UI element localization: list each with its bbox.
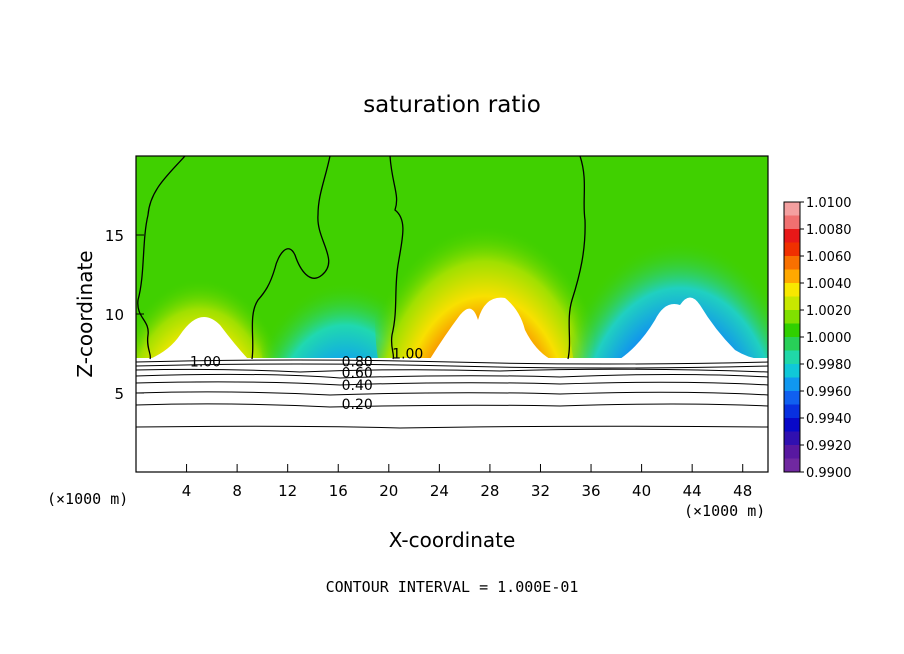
colorbar-swatch bbox=[784, 337, 800, 351]
x-tick-label: 4 bbox=[182, 482, 192, 500]
x-tick-label: 36 bbox=[581, 482, 600, 500]
colorbar-swatch bbox=[784, 418, 800, 432]
colorbar-swatch bbox=[784, 323, 800, 338]
colorbar-label: 1.0100 bbox=[806, 196, 852, 211]
colorbar-label: 0.9920 bbox=[806, 439, 852, 454]
x-tick-label: 8 bbox=[232, 482, 242, 500]
colorbar-swatch bbox=[784, 404, 800, 419]
colorbar-swatch bbox=[784, 202, 800, 216]
colorbar: 1.0100 1.0080 1.0060 1.0040 1.0020 1.0000 0.99… bbox=[783, 196, 852, 481]
colorbar-label: 1.0080 bbox=[806, 223, 852, 238]
colorbar-swatch bbox=[784, 215, 800, 230]
colorbar-swatch bbox=[784, 364, 800, 378]
contour-label: 0.80 bbox=[342, 354, 373, 370]
y-axis-ticks: 5 10 15 bbox=[105, 227, 144, 403]
unsaturated-region-2 bbox=[430, 297, 550, 359]
colorbar-label: 1.0020 bbox=[806, 304, 852, 319]
x-tick-label: 44 bbox=[683, 482, 702, 500]
colorbar-label: 0.9900 bbox=[806, 466, 852, 481]
x-unit-left: (×1000 m) bbox=[47, 490, 128, 508]
lower-layer bbox=[136, 358, 768, 472]
x-tick-label: 24 bbox=[430, 482, 449, 500]
contour-interval-note: CONTOUR INTERVAL = 1.000E-01 bbox=[326, 578, 579, 596]
x-tick-label: 16 bbox=[329, 482, 348, 500]
y-tick-label: 10 bbox=[105, 306, 124, 324]
y-axis-label: Z-coordinate bbox=[73, 250, 97, 377]
x-tick-label: 28 bbox=[480, 482, 499, 500]
colorbar-swatch bbox=[784, 310, 800, 324]
contour-label: 0.60 bbox=[342, 365, 373, 381]
colorbar-swatch bbox=[784, 391, 800, 405]
x-tick-label: 12 bbox=[278, 482, 297, 500]
colorbar-swatch bbox=[784, 377, 800, 392]
colorbar-swatch bbox=[784, 350, 800, 365]
y-tick-label: 15 bbox=[105, 227, 124, 245]
unsaturated-region-1 bbox=[150, 317, 248, 359]
contour-label: 1.00 bbox=[392, 347, 423, 363]
x-axis-ticks: 4 8 12 16 20 24 28 32 36 40 44 48 bbox=[182, 464, 752, 500]
colorbar-label: 1.0060 bbox=[806, 250, 852, 265]
x-tick-label: 48 bbox=[733, 482, 752, 500]
y-tick-label: 5 bbox=[114, 385, 124, 403]
chart-title: saturation ratio bbox=[363, 92, 541, 118]
colorbar-swatch bbox=[784, 269, 800, 284]
x-tick-label: 20 bbox=[379, 482, 398, 500]
colorbar-swatch bbox=[784, 445, 800, 459]
colorbar-swatch bbox=[784, 283, 800, 297]
x-unit-right: (×1000 m) bbox=[684, 502, 765, 520]
contour-label: 1.00 bbox=[190, 354, 221, 370]
x-tick-label: 32 bbox=[531, 482, 550, 500]
colorbar-swatch bbox=[784, 256, 800, 270]
x-tick-label: 40 bbox=[632, 482, 651, 500]
colorbar-swatch bbox=[784, 431, 800, 446]
x-axis-label: X-coordinate bbox=[389, 528, 516, 552]
lower-layer-contours bbox=[136, 359, 768, 429]
colorbar-label: 0.9940 bbox=[806, 412, 852, 427]
plot-area bbox=[136, 156, 768, 472]
contour-label: 0.20 bbox=[342, 397, 373, 413]
colorbar-label: 0.9980 bbox=[806, 358, 852, 373]
colorbar-swatch bbox=[784, 458, 800, 473]
saturation-contours bbox=[137, 156, 586, 360]
colorbar-label: 0.9960 bbox=[806, 385, 852, 400]
colorbar-swatch bbox=[784, 296, 800, 311]
colorbar-swatch bbox=[784, 242, 800, 257]
colorbar-label: 1.0000 bbox=[806, 331, 852, 346]
colorbar-label: 1.0040 bbox=[806, 277, 852, 292]
contour-label: 0.40 bbox=[342, 378, 373, 394]
contour-labels: 1.00 1.00 0.800.600.40 0.20 bbox=[190, 347, 423, 414]
colorbar-swatch bbox=[784, 229, 800, 243]
unsaturated-region-3 bbox=[620, 297, 760, 359]
